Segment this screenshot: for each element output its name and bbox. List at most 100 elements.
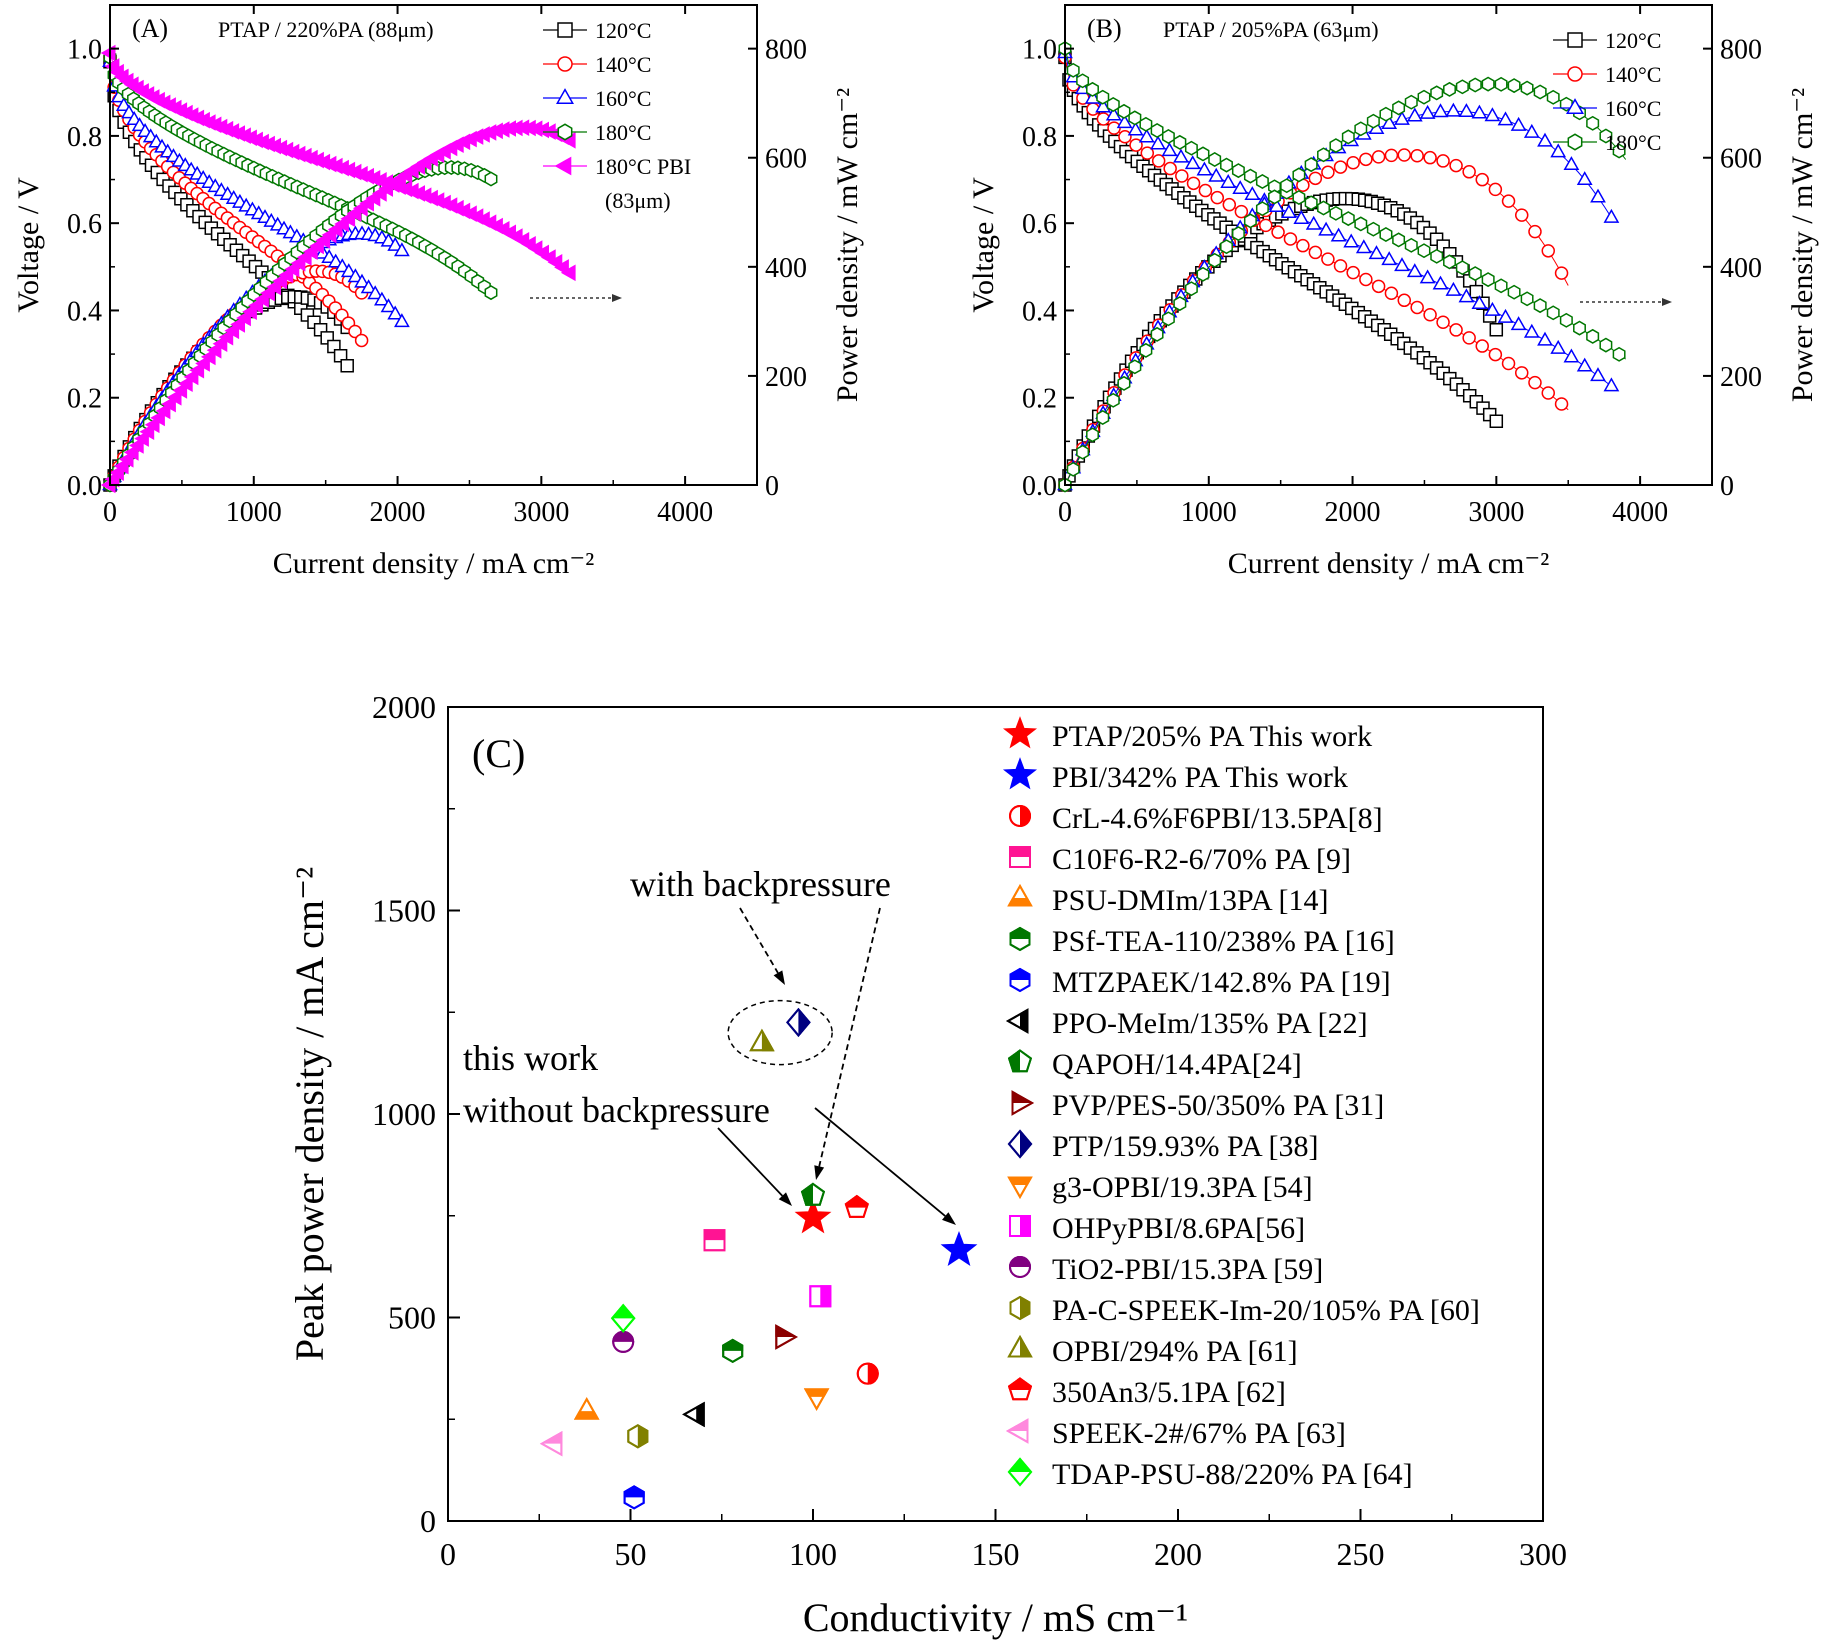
y2-tick-label: 600 <box>765 144 807 175</box>
arrow-to-pbi-head <box>942 1212 956 1225</box>
panel-c-plot <box>539 1007 978 1510</box>
x-tick-label: 100 <box>789 1536 837 1572</box>
power-point <box>195 355 210 372</box>
power-point <box>1563 156 1580 171</box>
voltage-point <box>1161 142 1178 157</box>
legend-label: C10F6-R2-6/70% PA [9] <box>1052 843 1351 876</box>
voltage-point <box>327 253 344 268</box>
legend-label: PSf-TEA-110/238% PA [16] <box>1052 925 1395 958</box>
series-5 <box>100 44 576 494</box>
legend-marker <box>557 22 573 38</box>
voltage-point <box>1281 204 1297 219</box>
legend-label: 140°C <box>595 52 651 77</box>
power-point <box>1462 165 1476 179</box>
legend-marker <box>1011 1090 1035 1116</box>
voltage-point <box>1296 238 1310 253</box>
voltage-point <box>1397 293 1412 308</box>
legend-label: SPEEK-2#/67% PA [63] <box>1052 1417 1346 1450</box>
power-point <box>1404 94 1418 110</box>
voltage-point <box>1210 190 1225 205</box>
x-tick-label: 150 <box>972 1536 1020 1572</box>
voltage-point <box>115 96 132 111</box>
voltage-point <box>1105 106 1122 121</box>
power-point <box>1449 158 1463 173</box>
power-point <box>1366 113 1380 129</box>
power-point <box>1384 148 1399 163</box>
voltage-point <box>1118 130 1132 144</box>
power-point <box>1280 178 1294 194</box>
y2-tick-label: 0 <box>765 471 779 502</box>
voltage-point <box>1443 254 1456 270</box>
panel-b-legend: 120°C 140°C 160°C 180°C <box>1553 28 1661 155</box>
power-point <box>1603 208 1620 223</box>
voltage-point <box>1507 284 1521 300</box>
voltage-point <box>1220 173 1237 188</box>
voltage-point <box>1084 89 1101 104</box>
x-tick-label: 2000 <box>1325 497 1381 528</box>
power-point <box>1458 103 1475 118</box>
arrow-to-ellipse-head <box>773 970 785 985</box>
panel-a-frame <box>109 4 758 486</box>
voltage-point <box>1528 375 1542 390</box>
legend-label: g3-OPBI/19.3PA [54] <box>1052 1171 1313 1204</box>
panel-c-y-axis-label: Peak power density / mA cm⁻² <box>287 867 332 1361</box>
arrow-to-ptap-head <box>778 1192 792 1206</box>
voltage-point <box>334 258 351 273</box>
voltage-point <box>1318 221 1334 236</box>
power-point <box>1554 266 1569 280</box>
power-point <box>1346 155 1360 170</box>
voltage-point <box>1368 245 1385 260</box>
voltage-point <box>1381 251 1398 266</box>
voltage-point <box>1317 200 1330 216</box>
voltage-point <box>1455 260 1469 276</box>
power-point <box>1520 80 1534 96</box>
power-point <box>1471 104 1488 119</box>
power-point <box>1528 224 1542 239</box>
legend-label: PA-C-SPEEK-Im-20/105% PA [60] <box>1052 1294 1480 1327</box>
power-point <box>1329 138 1343 154</box>
voltage-point <box>1066 62 1080 78</box>
legend-marker <box>1005 1418 1029 1444</box>
voltage-point <box>1163 161 1177 176</box>
panel-a-annotation: PTAP / 220%PA (88μm) <box>218 17 434 42</box>
power-point <box>1086 427 1099 443</box>
legend-label: 350An3/5.1PA [62] <box>1052 1376 1286 1409</box>
annotation-with-backpressure: with backpressure <box>630 864 891 904</box>
voltage-point <box>367 285 384 300</box>
panel-c-axes: 0 50 100 150 200 250 300 0 500 1000 1500 2000 <box>372 689 1567 1572</box>
legend-marker <box>1009 1256 1031 1278</box>
power-point <box>1419 104 1436 119</box>
y2-tick-label: 0 <box>1720 471 1734 502</box>
voltage-point <box>1406 263 1423 278</box>
voltage-point <box>1231 163 1245 179</box>
voltage-point <box>1140 146 1155 160</box>
voltage-point <box>1523 323 1540 338</box>
data-point-18 <box>539 1430 563 1457</box>
voltage-point <box>1330 227 1347 242</box>
voltage-point <box>1586 328 1600 344</box>
voltage-point <box>354 273 370 288</box>
power-point <box>1475 172 1489 187</box>
voltage-point <box>1471 295 1488 310</box>
legend-label: 140°C <box>1605 62 1661 87</box>
power-point <box>1333 160 1348 174</box>
power-point <box>230 316 245 333</box>
power-point <box>1430 85 1444 101</box>
panel-a-legend: 120°C 140°C 160°C 180°C 180°C PBI (83μm) <box>543 18 691 213</box>
legend-marker <box>557 56 573 72</box>
data-point-5 <box>573 1397 600 1420</box>
power-point <box>1494 76 1508 92</box>
voltage-point <box>1436 315 1450 329</box>
voltage-point <box>1366 221 1380 237</box>
power-point <box>1436 154 1450 168</box>
y-tick-label: 0.0 <box>67 471 102 502</box>
voltage-point <box>1161 129 1175 144</box>
power-point <box>1268 189 1281 205</box>
legend-marker <box>554 156 572 176</box>
series-4 <box>1058 41 1627 493</box>
voltage-point <box>1220 157 1233 173</box>
power-point <box>1208 252 1222 268</box>
power-point <box>1488 182 1503 197</box>
legend-label: 120°C <box>595 18 651 43</box>
power-point <box>1243 213 1257 229</box>
